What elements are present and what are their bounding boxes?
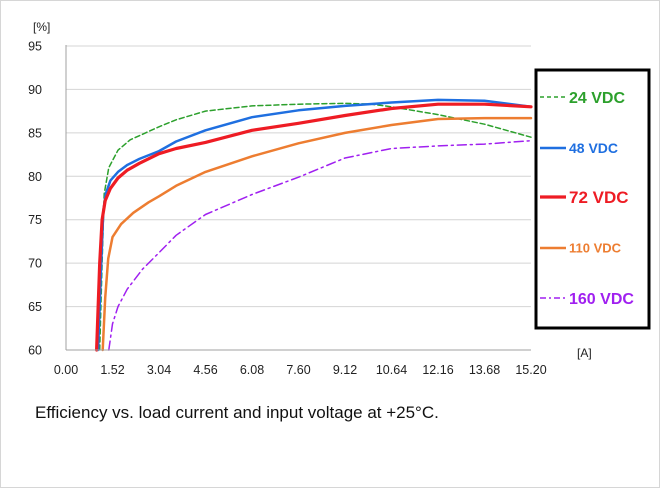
- y-tick-label: 85: [28, 126, 42, 140]
- x-tick-label: 1.52: [100, 363, 124, 377]
- x-tick-label: 9.12: [333, 363, 357, 377]
- x-tick-label: 13.68: [469, 363, 500, 377]
- figure-caption: Efficiency vs. load current and input vo…: [35, 403, 439, 422]
- legend-label: 110 VDC: [569, 241, 622, 256]
- x-tick-label: 15.20: [515, 363, 546, 377]
- x-tick-label: 4.56: [193, 363, 217, 377]
- legend-label: 72 VDC: [569, 188, 629, 207]
- legend-box: [534, 68, 651, 330]
- y-tick-label: 95: [28, 40, 42, 54]
- y-tick-label: 80: [28, 170, 42, 184]
- x-tick-label: 12.16: [422, 363, 453, 377]
- series-line-160-vdc: [108, 139, 532, 351]
- y-tick-label: 70: [28, 257, 42, 271]
- x-tick-label: 3.04: [147, 363, 171, 377]
- x-tick-label: 10.64: [376, 363, 407, 377]
- x-tick-label: 7.60: [286, 363, 310, 377]
- y-tick-label: 65: [28, 300, 42, 314]
- legend-label: 24 VDC: [569, 90, 625, 107]
- x-unit-label: [A]: [577, 346, 592, 360]
- plot-area: [66, 46, 531, 350]
- efficiency-chart: 60 65 70 75 80 85 90 95 0.00 1.52 3.04 4.56 6.08 7.60…: [28, 20, 651, 377]
- x-tick-label: 6.08: [240, 363, 264, 377]
- y-unit-label: [%]: [33, 20, 50, 34]
- x-tick-label: 0.00: [54, 363, 78, 377]
- y-tick-label: 75: [28, 213, 42, 227]
- y-tick-label: 90: [28, 83, 42, 97]
- y-tick-label: 60: [28, 344, 42, 358]
- series-line-110-vdc: [101, 116, 533, 352]
- series-line-72-vdc: [94, 102, 533, 352]
- legend-label: 160 VDC: [569, 291, 634, 308]
- legend-label: 48 VDC: [569, 140, 618, 156]
